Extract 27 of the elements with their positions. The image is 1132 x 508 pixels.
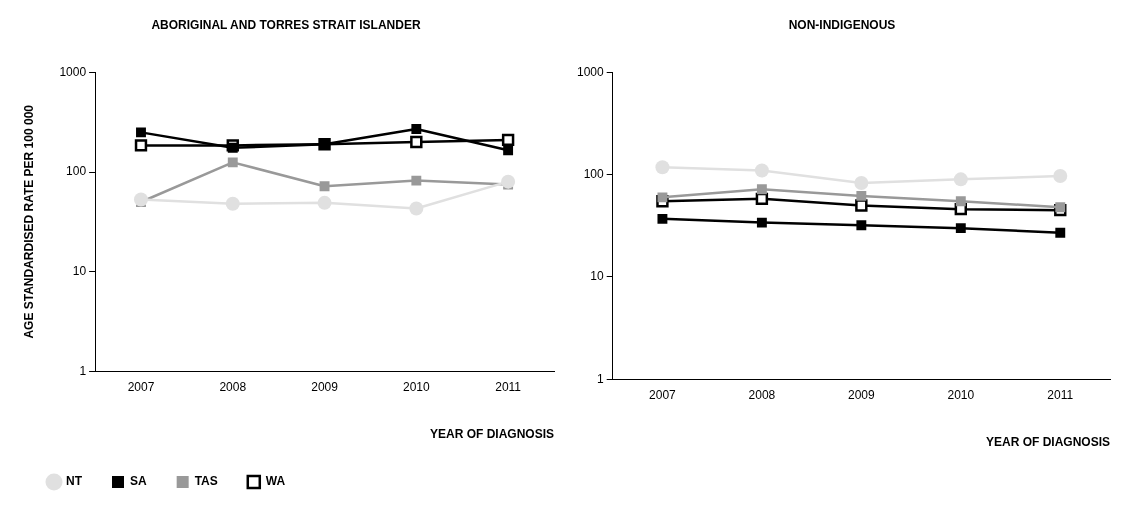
x-tick-label: 2007 xyxy=(127,379,155,394)
legend-label: TAS xyxy=(194,474,218,489)
x-tick-label: 2007 xyxy=(649,387,677,402)
legend-label: NT xyxy=(66,474,83,489)
y-tick-label: 1 xyxy=(597,371,605,386)
legend-label: SA xyxy=(130,474,147,489)
legend-label: WA xyxy=(265,474,286,489)
y-tick-label: 1000 xyxy=(576,64,605,79)
y-tick-label: 10 xyxy=(72,263,87,278)
y-tick-label: 10 xyxy=(590,269,605,284)
y-tick-label: 100 xyxy=(583,166,605,181)
chart-title: NON-INDIGENOUS xyxy=(788,17,896,32)
x-tick-label: 2008 xyxy=(748,387,776,402)
y-tick-label: 1 xyxy=(79,363,87,378)
x-tick-label: 2010 xyxy=(947,387,975,402)
chart-title: ABORIGINAL AND TORRES STRAIT ISLANDER xyxy=(151,17,421,32)
x-axis-title: YEAR OF DIAGNOSIS xyxy=(429,427,554,442)
x-tick-label: 2011 xyxy=(495,379,522,394)
x-tick-label: 2009 xyxy=(848,387,876,402)
x-tick-label: 2011 xyxy=(1047,387,1074,402)
y-tick-label: 100 xyxy=(66,164,87,179)
x-tick-label: 2009 xyxy=(311,379,339,394)
y-axis-title: AGE STANDARDISED RATE PER 100 000 xyxy=(21,104,36,339)
x-tick-label: 2008 xyxy=(219,379,247,394)
y-tick-label: 1000 xyxy=(59,64,87,79)
x-axis-title: YEAR OF DIAGNOSIS xyxy=(985,435,1110,450)
x-tick-label: 2010 xyxy=(402,379,430,394)
